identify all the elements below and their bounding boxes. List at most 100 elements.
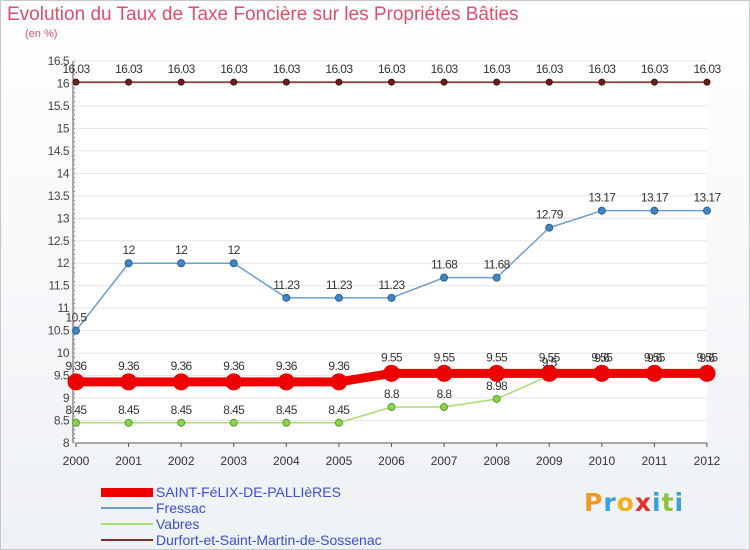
x-tick-label: 2009 bbox=[536, 454, 563, 468]
data-point-fressac bbox=[440, 273, 449, 282]
legend-label-durfort: Durfort-et-Saint-Martin-de-Sossenac bbox=[156, 532, 382, 548]
logo-letter: x bbox=[634, 488, 652, 517]
legend-label-fressac: Fressac bbox=[156, 500, 206, 516]
logo-letter: r bbox=[603, 488, 617, 517]
data-point-saint-felix bbox=[225, 373, 243, 391]
data-label-fressac: 11.68 bbox=[431, 258, 458, 272]
data-point-fressac bbox=[282, 293, 291, 302]
y-tick-label: 16 bbox=[57, 76, 70, 90]
data-point-vabres bbox=[282, 418, 291, 427]
data-point-saint-felix bbox=[435, 364, 453, 382]
data-label-durfort: 16.03 bbox=[378, 62, 406, 76]
data-point-durfort bbox=[282, 78, 290, 86]
x-tick-label: 2003 bbox=[220, 454, 247, 468]
data-label-saint-felix: 9.55 bbox=[591, 350, 613, 364]
data-label-fressac: 12 bbox=[228, 243, 241, 257]
y-tick-label: 9.5 bbox=[54, 369, 70, 383]
data-point-saint-felix bbox=[593, 364, 611, 382]
data-point-fressac bbox=[703, 206, 711, 215]
data-label-saint-felix: 9.55 bbox=[486, 350, 508, 364]
data-label-fressac: 13.17 bbox=[588, 191, 616, 205]
data-point-vabres bbox=[72, 418, 80, 427]
data-label-durfort: 16.03 bbox=[62, 62, 90, 76]
data-point-vabres bbox=[492, 394, 501, 403]
data-point-fressac bbox=[492, 273, 501, 282]
data-label-saint-felix: 9.55 bbox=[644, 350, 666, 364]
y-tick-label: 12 bbox=[57, 256, 70, 270]
y-tick-label: 12.5 bbox=[48, 234, 70, 248]
logo-letter: o bbox=[616, 488, 635, 517]
data-label-vabres: 9.5 bbox=[542, 356, 558, 370]
data-label-vabres: 8.98 bbox=[486, 379, 508, 393]
data-point-durfort bbox=[703, 78, 711, 86]
legend-swatch-vabres bbox=[101, 523, 153, 525]
data-label-vabres: 8.8 bbox=[384, 387, 400, 401]
logo-letter: P bbox=[584, 488, 604, 517]
data-label-vabres: 8.45 bbox=[276, 403, 298, 417]
data-label-fressac: 12.79 bbox=[536, 208, 564, 222]
data-point-vabres bbox=[177, 418, 186, 427]
y-tick-label: 13 bbox=[57, 211, 70, 225]
y-tick-label: 14 bbox=[57, 166, 70, 180]
data-label-saint-felix: 9.36 bbox=[66, 359, 88, 373]
data-label-saint-felix: 9.36 bbox=[328, 359, 350, 373]
data-label-vabres: 8.45 bbox=[223, 403, 245, 417]
chart-legend: SAINT-FéLIX-DE-PALLIèRES Fressac Vabres … bbox=[101, 484, 441, 548]
data-point-fressac bbox=[387, 293, 396, 302]
x-tick-label: 2002 bbox=[168, 454, 195, 468]
y-tick-label: 11 bbox=[58, 301, 70, 315]
data-label-durfort: 16.03 bbox=[693, 62, 721, 76]
data-point-fressac bbox=[177, 259, 186, 268]
data-label-durfort: 16.03 bbox=[220, 62, 248, 76]
legend-label-vabres: Vabres bbox=[156, 516, 200, 532]
data-label-saint-felix: 9.36 bbox=[276, 359, 298, 373]
y-tick-label: 15 bbox=[57, 121, 70, 135]
data-point-saint-felix bbox=[698, 364, 716, 382]
data-point-durfort bbox=[177, 78, 185, 86]
legend-item-saint-felix: SAINT-FéLIX-DE-PALLIèRES bbox=[101, 484, 441, 500]
data-label-durfort: 16.03 bbox=[168, 62, 196, 76]
data-point-durfort bbox=[598, 78, 606, 86]
y-tick-label: 14.5 bbox=[48, 144, 70, 158]
data-label-fressac: 12 bbox=[123, 243, 136, 257]
data-point-fressac bbox=[650, 206, 659, 215]
data-label-durfort: 16.03 bbox=[325, 62, 353, 76]
data-label-vabres: 9.6 bbox=[647, 351, 663, 365]
data-label-saint-felix: 9.55 bbox=[539, 350, 561, 364]
y-tick-label: 13.5 bbox=[48, 189, 70, 203]
data-label-durfort: 16.03 bbox=[588, 62, 616, 76]
x-tick-label: 2001 bbox=[115, 454, 142, 468]
legend-item-fressac: Fressac bbox=[101, 500, 441, 516]
data-point-saint-felix bbox=[540, 364, 558, 382]
data-label-vabres: 8.45 bbox=[171, 403, 193, 417]
data-point-vabres bbox=[387, 403, 396, 412]
data-point-saint-felix bbox=[330, 373, 348, 391]
data-point-saint-felix bbox=[172, 373, 190, 391]
x-tick-label: 2007 bbox=[431, 454, 458, 468]
y-tick-label: 8.5 bbox=[54, 414, 70, 428]
data-point-fressac bbox=[72, 326, 80, 335]
proxiti-logo: Proxiti bbox=[584, 488, 684, 517]
data-label-fressac: 11.68 bbox=[484, 258, 511, 272]
data-label-fressac: 13.17 bbox=[641, 191, 669, 205]
y-tick-label: 11.5 bbox=[49, 279, 70, 293]
data-label-fressac: 13.17 bbox=[693, 191, 721, 205]
data-point-durfort bbox=[493, 78, 501, 86]
data-label-fressac: 11.23 bbox=[378, 278, 405, 292]
data-label-durfort: 16.03 bbox=[115, 62, 143, 76]
data-label-saint-felix: 9.36 bbox=[223, 359, 245, 373]
data-label-fressac: 11.23 bbox=[326, 278, 353, 292]
legend-item-vabres: Vabres bbox=[101, 516, 441, 532]
data-label-durfort: 16.03 bbox=[641, 62, 669, 76]
x-tick-label: 2005 bbox=[326, 454, 353, 468]
data-point-fressac bbox=[334, 293, 343, 302]
data-point-durfort bbox=[650, 78, 658, 86]
data-label-durfort: 16.03 bbox=[536, 62, 564, 76]
data-point-saint-felix bbox=[67, 373, 85, 391]
logo-letter: i bbox=[652, 488, 662, 517]
data-label-vabres: 8.45 bbox=[328, 403, 350, 417]
data-point-durfort bbox=[545, 78, 553, 86]
x-tick-label: 2012 bbox=[694, 454, 721, 468]
data-label-fressac: 11.23 bbox=[273, 278, 300, 292]
